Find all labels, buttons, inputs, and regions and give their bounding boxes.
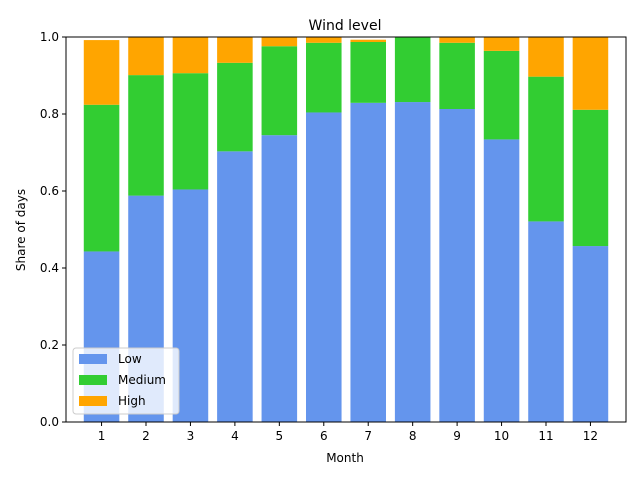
x-tick-label-6: 6 [320, 429, 328, 443]
bar-medium-6 [306, 42, 342, 113]
bar-high-9 [439, 37, 475, 43]
chart-title: Wind level [309, 18, 382, 34]
bar-high-4 [217, 37, 253, 63]
y-tick-label-0.4: 0.4 [40, 261, 59, 275]
legend-label-medium: Medium [118, 373, 166, 387]
x-tick-label-11: 11 [538, 429, 553, 443]
x-tick-label-5: 5 [276, 429, 284, 443]
y-tick-label-1.0: 1.0 [40, 30, 59, 44]
bar-high-2 [128, 37, 164, 76]
y-axis-label: Share of days [14, 189, 28, 271]
bar-medium-12 [572, 109, 609, 247]
bar-medium-7 [350, 42, 386, 103]
y-tick-label-0.2: 0.2 [40, 338, 59, 352]
legend-label-high: High [118, 394, 146, 408]
bar-medium-8 [394, 37, 431, 103]
x-tick-label-9: 9 [453, 429, 461, 443]
bar-low-5 [261, 135, 298, 423]
bar-medium-1 [83, 104, 120, 252]
bar-low-11 [528, 221, 564, 422]
legend-swatch-medium [79, 375, 107, 385]
legend-label-low: Low [118, 352, 142, 366]
y-tick-label-0.8: 0.8 [40, 107, 59, 121]
y-tick-label-0.6: 0.6 [40, 184, 59, 198]
bar-high-5 [261, 37, 298, 47]
legend: Low Medium High [72, 347, 180, 415]
bar-medium-4 [217, 62, 253, 152]
bar-low-10 [483, 139, 520, 422]
bar-medium-5 [261, 46, 298, 136]
bar-low-9 [439, 108, 475, 423]
legend-swatch-low [79, 354, 107, 364]
bar-medium-2 [128, 75, 164, 196]
bar-high-12 [572, 37, 609, 110]
bar-high-11 [528, 37, 564, 77]
x-tick-label-1: 1 [98, 429, 106, 443]
x-tick-label-3: 3 [187, 429, 195, 443]
bar-low-7 [350, 102, 386, 423]
bar-high-1 [83, 40, 120, 105]
bar-low-6 [306, 112, 342, 423]
axes-group: 1 2 3 4 5 6 7 8 9 10 11 120.00.20.40.60.81.0 [40, 30, 627, 443]
legend-swatch-high [79, 396, 107, 406]
bar-high-7 [350, 39, 386, 43]
bar-low-8 [394, 102, 431, 422]
bar-medium-11 [528, 76, 564, 222]
x-tick-label-2: 2 [142, 429, 150, 443]
bars-group [83, 37, 609, 423]
bar-high-10 [483, 37, 520, 51]
bar-medium-9 [439, 42, 475, 109]
bar-low-12 [572, 246, 609, 422]
plot-frame [65, 36, 627, 423]
x-tick-label-4: 4 [231, 429, 239, 443]
x-axis-label: Month [326, 451, 364, 465]
x-tick-label-10: 10 [494, 429, 509, 443]
x-tick-label-7: 7 [364, 429, 372, 443]
bar-high-6 [306, 37, 342, 43]
y-tick-label-0.0: 0.0 [40, 415, 59, 429]
bar-low-4 [217, 151, 253, 422]
x-tick-label-12: 12 [583, 429, 598, 443]
bar-high-3 [172, 37, 209, 74]
bar-medium-10 [483, 50, 520, 140]
bar-medium-3 [172, 73, 209, 190]
x-tick-label-8: 8 [409, 429, 417, 443]
